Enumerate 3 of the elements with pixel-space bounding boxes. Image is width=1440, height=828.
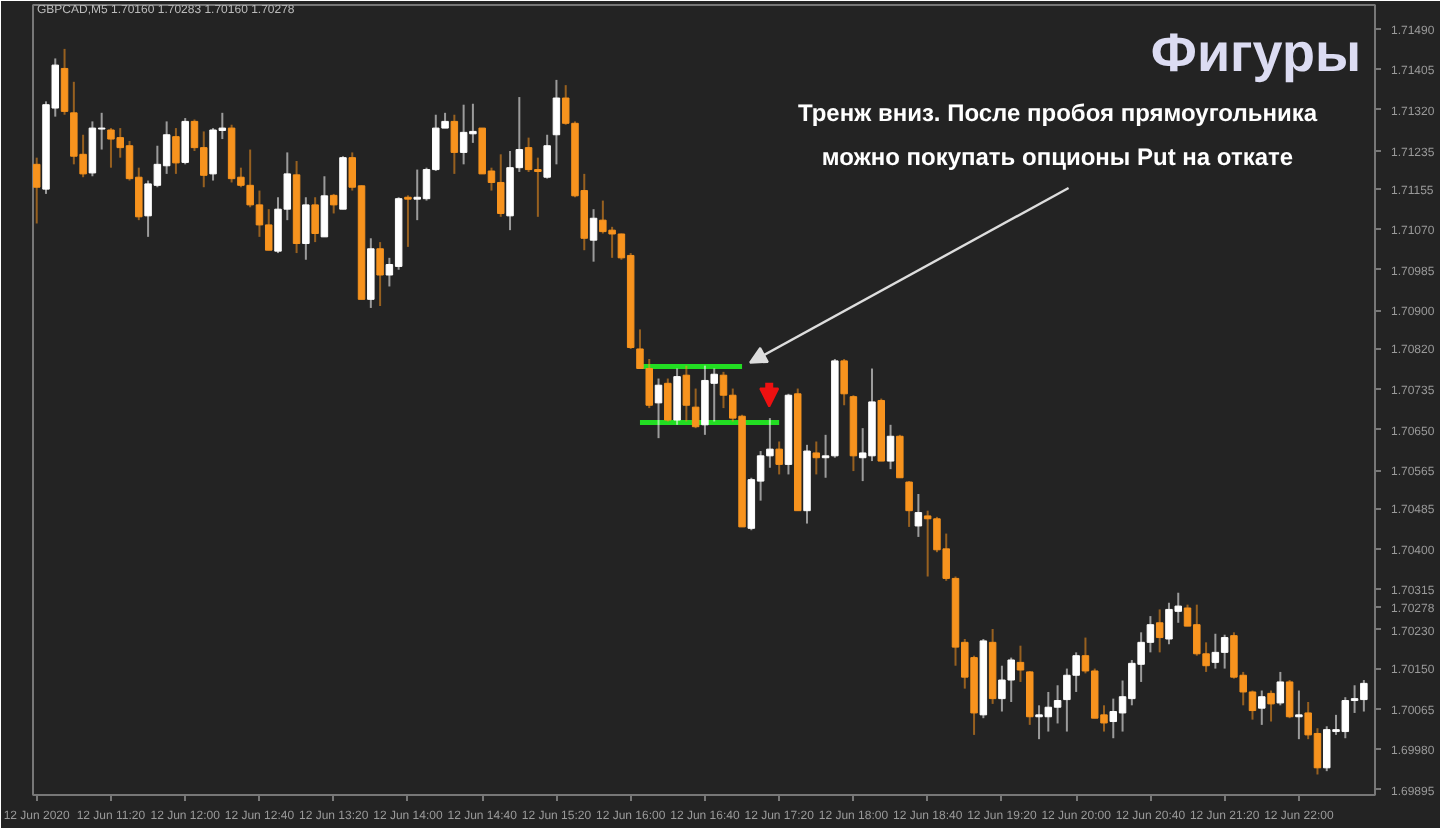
candlestick bbox=[896, 433, 904, 479]
chart-title: Фигуры bbox=[1150, 23, 1362, 83]
annotation: Тренж вниз. После пробоя прямоугольника можно покупать опционы Put на откате bbox=[797, 98, 1318, 172]
